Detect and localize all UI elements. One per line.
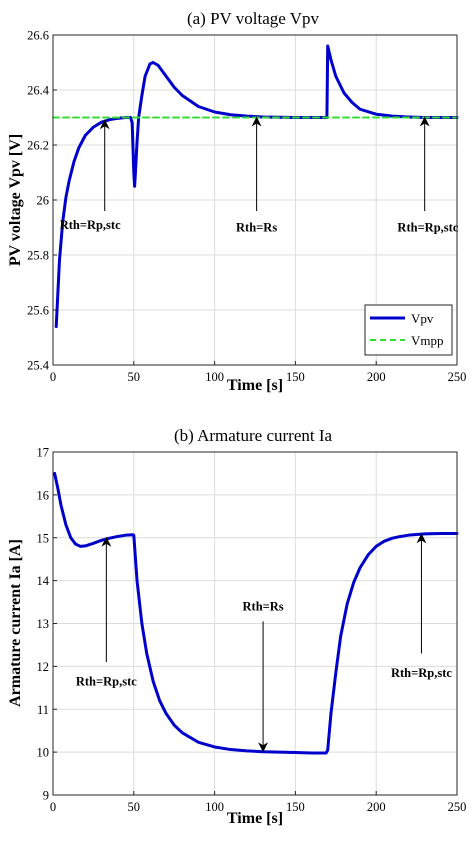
x-tick-label: 250 <box>448 370 467 384</box>
y-tick-label: 25.4 <box>27 359 50 373</box>
x-tick-label: 100 <box>205 370 224 384</box>
x-tick-label: 50 <box>128 800 141 814</box>
y-tick-label: 12 <box>37 660 50 674</box>
y-tick-label: 26 <box>37 194 50 208</box>
annotation-label: Rth=Rp,stc <box>391 666 452 680</box>
y-tick-label: 17 <box>37 446 50 460</box>
annotation-label: Rth=Rp,stc <box>76 675 137 689</box>
x-tick-label: 100 <box>205 800 224 814</box>
y-tick-label: 26.4 <box>27 84 50 98</box>
y-tick-label: 25.8 <box>27 249 49 263</box>
series-line-vpv <box>54 44 459 328</box>
y-axis-label: PV voltage Vpv [V] <box>7 134 24 266</box>
legend-label-vpv: Vpv <box>411 311 434 326</box>
x-tick-label: 0 <box>50 800 56 814</box>
x-tick-label: 200 <box>367 370 386 384</box>
y-tick-label: 13 <box>37 617 50 631</box>
chart-title: (a) PV voltage Vpv <box>187 9 320 28</box>
y-tick-label: 11 <box>37 703 49 717</box>
annotation-label: Rth=Rp,stc <box>397 221 458 235</box>
annotations: Rth=Rp,stc Rth=Rs Rth=Rp,stc <box>76 533 452 753</box>
annotation-label: Rth=Rs <box>236 221 277 235</box>
plot-area <box>52 44 459 328</box>
y-tick-label: 14 <box>37 574 50 588</box>
y-tick-label: 26.6 <box>27 29 49 43</box>
annotations: Rth=Rp,stc Rth=Rs Rth=Rp,stc <box>60 116 459 235</box>
chart-panel-armature-current: (b) Armature current Ia 0 50 100 150 200 250 9… <box>7 426 466 827</box>
y-tick-label: 15 <box>37 531 50 545</box>
x-tick-label: 0 <box>50 370 56 384</box>
y-tick-label: 10 <box>37 746 50 760</box>
tick-labels: 0 50 100 150 200 250 9 10 11 12 13 14 15 16 17 <box>37 446 467 815</box>
x-tick-label: 200 <box>367 800 386 814</box>
x-tick-label: 250 <box>448 800 467 814</box>
x-tick-label: 150 <box>286 370 305 384</box>
tick-labels: 0 50 100 150 200 250 25.4 25.6 25.8 26 26.2 26.4 26.… <box>27 29 466 385</box>
plot-frame <box>52 34 458 366</box>
plot-frame <box>52 451 458 796</box>
annotation-label: Rth=Rp,stc <box>60 218 121 232</box>
y-tick-label: 9 <box>43 789 49 803</box>
series-line-0 <box>53 471 459 755</box>
x-axis-label: Time [s] <box>227 810 283 827</box>
legend-label-vmpp: Vmpp <box>411 333 444 348</box>
y-axis-label: Armature current Ia [A] <box>7 539 24 707</box>
x-axis-label: Time [s] <box>227 377 283 394</box>
x-tick-label: 150 <box>286 800 305 814</box>
annotation-label: Rth=Rs <box>243 600 284 614</box>
x-tick-label: 50 <box>128 370 141 384</box>
y-tick-label: 26.2 <box>27 139 49 153</box>
y-tick-label: 16 <box>37 488 50 502</box>
y-tick-label: 25.6 <box>27 304 49 318</box>
grid <box>52 451 458 796</box>
plot-area <box>53 471 459 755</box>
chart-panel-pv-voltage: (a) PV voltage Vpv 0 50 100 150 200 250 25.4 25… <box>7 9 466 394</box>
chart-title: (b) Armature current Ia <box>174 426 333 445</box>
legend-box <box>364 304 453 356</box>
legend: Vpv Vmpp <box>364 304 453 356</box>
